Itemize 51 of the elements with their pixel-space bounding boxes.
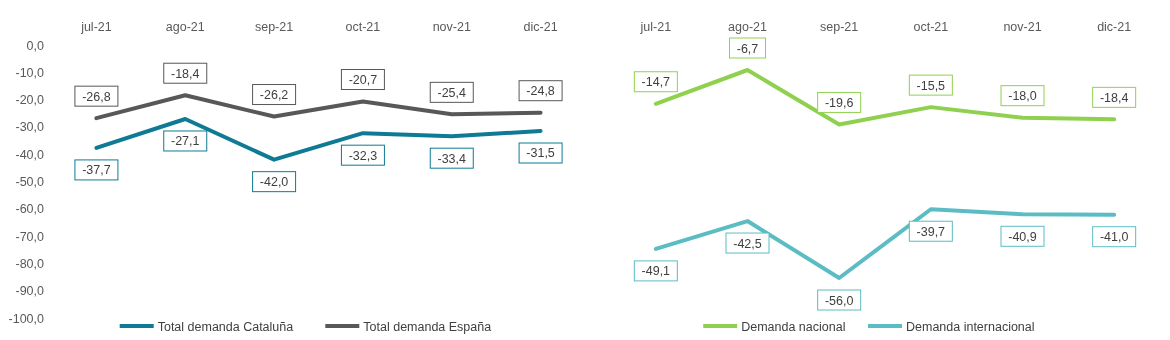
x-tick-label: oct-21 bbox=[913, 20, 949, 34]
data-label: -49,1 bbox=[641, 264, 671, 279]
data-label: -31,5 bbox=[526, 146, 555, 161]
x-tick-label: dic-21 bbox=[523, 20, 558, 34]
data-label: -18,4 bbox=[1099, 90, 1129, 105]
data-label: -40,9 bbox=[1008, 229, 1037, 244]
y-tick-label: -20,0 bbox=[15, 93, 45, 108]
y-tick-label: 0,0 bbox=[26, 38, 45, 53]
x-tick-label: jul-21 bbox=[80, 20, 112, 34]
data-label: -15,5 bbox=[916, 78, 946, 93]
y-tick-label: -50,0 bbox=[15, 175, 45, 189]
y-tick-label: -80,0 bbox=[15, 256, 45, 271]
data-label: -42,0 bbox=[259, 175, 289, 190]
legend-label: Total demanda España bbox=[363, 319, 492, 334]
data-label: -37,7 bbox=[82, 163, 111, 178]
x-tick-label: dic-21 bbox=[1097, 20, 1132, 34]
x-tick-label: oct-21 bbox=[345, 20, 381, 34]
data-label: -42,5 bbox=[733, 236, 762, 251]
x-tick-label: nov-21 bbox=[1003, 20, 1042, 34]
data-label: -14,7 bbox=[641, 75, 671, 90]
data-label: -39,7 bbox=[916, 224, 946, 239]
data-label: -56,0 bbox=[824, 293, 854, 308]
y-tick-label: -90,0 bbox=[15, 284, 45, 299]
data-label: -26,2 bbox=[259, 88, 289, 103]
data-label: -41,0 bbox=[1099, 230, 1129, 245]
data-label: -18,0 bbox=[1008, 89, 1037, 104]
x-tick-label: ago-21 bbox=[728, 20, 767, 34]
y-tick-label: -10,0 bbox=[15, 65, 45, 80]
y-tick-label: -100,0 bbox=[8, 311, 45, 326]
legend-label: Demanda internacional bbox=[906, 319, 1035, 334]
y-tick-label: -60,0 bbox=[15, 202, 45, 217]
x-tick-label: sep-21 bbox=[254, 20, 294, 34]
x-tick-label: sep-21 bbox=[820, 20, 859, 34]
legend-label: Total demanda Cataluña bbox=[157, 319, 294, 334]
data-label: -33,4 bbox=[437, 151, 467, 166]
data-label: -32,3 bbox=[348, 148, 378, 163]
y-tick-label: -30,0 bbox=[15, 120, 45, 135]
y-tick-label: -70,0 bbox=[15, 229, 45, 244]
legend-label: Demanda nacional bbox=[741, 319, 846, 334]
data-label: -26,8 bbox=[82, 89, 111, 104]
data-label: -6,7 bbox=[736, 41, 759, 56]
data-label: -18,4 bbox=[171, 66, 200, 81]
x-tick-label: nov-21 bbox=[432, 20, 471, 34]
data-label: -25,4 bbox=[437, 85, 467, 100]
data-label: -24,8 bbox=[526, 84, 555, 99]
x-tick-label: jul-21 bbox=[639, 20, 672, 34]
x-tick-label: ago-21 bbox=[165, 20, 205, 34]
y-tick-label: -40,0 bbox=[15, 147, 45, 162]
data-label: -20,7 bbox=[348, 73, 378, 88]
data-label: -27,1 bbox=[171, 134, 200, 149]
data-label: -19,6 bbox=[824, 95, 854, 110]
